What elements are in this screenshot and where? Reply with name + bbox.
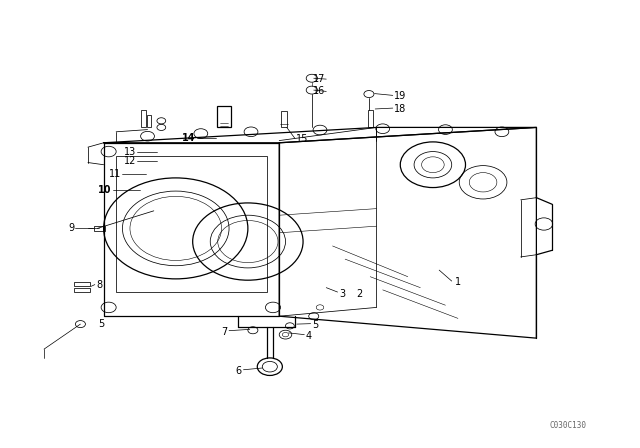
Text: 18: 18 [394, 104, 406, 114]
Text: 11: 11 [109, 168, 121, 178]
Bar [367, 110, 373, 127]
Text: 5: 5 [312, 320, 318, 330]
Text: 19: 19 [394, 91, 406, 101]
Bar [74, 282, 90, 286]
Text: C030C130: C030C130 [549, 421, 586, 430]
Bar [217, 106, 231, 127]
Text: 8: 8 [96, 280, 102, 290]
Text: 16: 16 [313, 86, 325, 96]
Bar [147, 115, 151, 127]
Text: 17: 17 [313, 74, 325, 84]
Bar [281, 111, 287, 127]
Text: 4: 4 [305, 331, 312, 341]
Text: 12: 12 [124, 156, 136, 166]
Text: 5: 5 [99, 319, 105, 329]
Text: 13: 13 [124, 146, 136, 156]
Text: 14: 14 [182, 134, 196, 143]
Bar [141, 110, 146, 127]
Text: 7: 7 [221, 327, 227, 337]
Text: 9: 9 [68, 224, 74, 233]
Text: 6: 6 [236, 366, 242, 376]
Bar [94, 226, 106, 231]
Text: 2: 2 [356, 289, 363, 299]
Text: 1: 1 [455, 277, 461, 287]
Text: 3: 3 [339, 289, 345, 299]
Text: 10: 10 [98, 185, 111, 195]
Bar [74, 288, 90, 292]
Text: 15: 15 [296, 134, 308, 144]
Bar [116, 156, 267, 292]
